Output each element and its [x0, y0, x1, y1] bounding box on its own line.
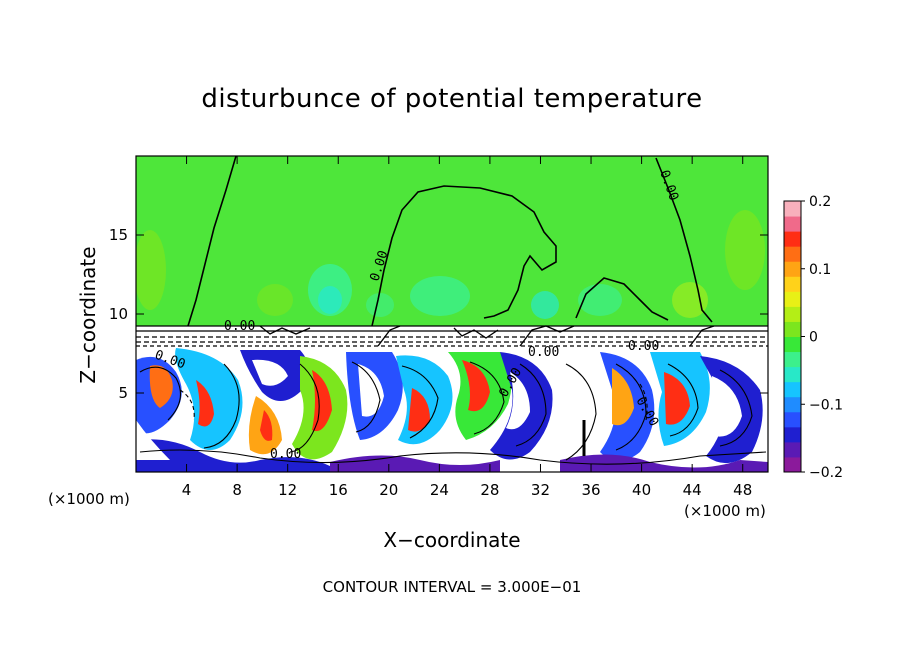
colorbar-tick-label: 0.2 [809, 194, 831, 210]
x-unit-label-left: (×1000 m) [48, 490, 130, 508]
colorbar-swatch [784, 306, 801, 322]
contour-lines-lower [139, 361, 767, 465]
x-tick-label: 4 [182, 481, 192, 499]
colorbar-swatch [784, 336, 801, 353]
x-tick-label: 8 [232, 481, 242, 499]
colorbar-swatch [784, 291, 801, 307]
x-tick-label: 24 [430, 481, 449, 499]
x-tick-label: 20 [379, 481, 398, 499]
mixing-layer-contours [136, 325, 768, 347]
y-axis-ticks: 5 10 15 [109, 226, 768, 402]
x-tick-label: 48 [733, 481, 752, 499]
colorbar-swatch [784, 246, 801, 262]
colorbar-swatch [784, 351, 801, 368]
colorbar-swatch [784, 426, 801, 443]
colorbar-tick-label: −0.1 [809, 397, 843, 413]
y-tick-label: 10 [109, 305, 128, 323]
colorbar-ticks: −0.2 −0.1 0 0.1 0.2 [801, 194, 843, 481]
colorbar-swatch [784, 381, 801, 398]
colorbar-swatch [784, 276, 801, 292]
x-tick-label: 32 [531, 481, 550, 499]
chart-title: disturbunce of potential temperature [201, 84, 703, 114]
colorbar-swatch [784, 261, 801, 277]
z-axis-label: Z−coordinate [76, 246, 100, 384]
turbulent-field-lower [136, 348, 768, 472]
colorbar-swatch [784, 321, 801, 337]
colorbar-swatches [784, 201, 801, 473]
colorbar-swatch [784, 396, 801, 413]
x-tick-label: 44 [683, 481, 702, 499]
x-axis-ticks: 4 8 12 16 20 24 28 32 36 40 44 48 [182, 156, 752, 499]
colorbar: −0.2 −0.1 0 0.1 0.2 [783, 194, 843, 481]
x-tick-label: 12 [278, 481, 297, 499]
colorbar-swatch [784, 411, 801, 428]
x-tick-label: 16 [329, 481, 348, 499]
x-tick-label: 36 [581, 481, 600, 499]
x-tick-label: 28 [480, 481, 499, 499]
plot-area: 0.000.000.000.00 0.000.000.000.000.00 481… [109, 155, 769, 499]
colorbar-swatch [784, 456, 801, 473]
y-tick-label: 5 [118, 384, 128, 402]
colorbar-swatch [784, 366, 801, 383]
colorbar-tick-label: 0 [809, 330, 818, 346]
contour-label: 0.00 [628, 339, 659, 354]
x-tick-label: 40 [632, 481, 651, 499]
contour-interval-note: CONTOUR INTERVAL = 3.000E−01 [322, 578, 582, 596]
y-tick-label: 15 [109, 226, 128, 244]
colorbar-swatch [784, 216, 801, 232]
colorbar-swatch [784, 201, 801, 217]
colorbar-tick-label: 0.1 [809, 262, 831, 278]
contour-lines-upper [187, 156, 713, 327]
colorbar-tick-label: −0.2 [809, 465, 843, 481]
colorbar-swatch [784, 441, 801, 458]
x-axis-label: X−coordinate [383, 528, 521, 552]
contour-label: 0.00 [270, 447, 301, 462]
contour-label: 0.00 [528, 345, 559, 360]
contour-label: 0.00 [224, 319, 255, 334]
x-unit-label-right: (×1000 m) [684, 502, 766, 520]
colorbar-swatch [784, 231, 801, 247]
